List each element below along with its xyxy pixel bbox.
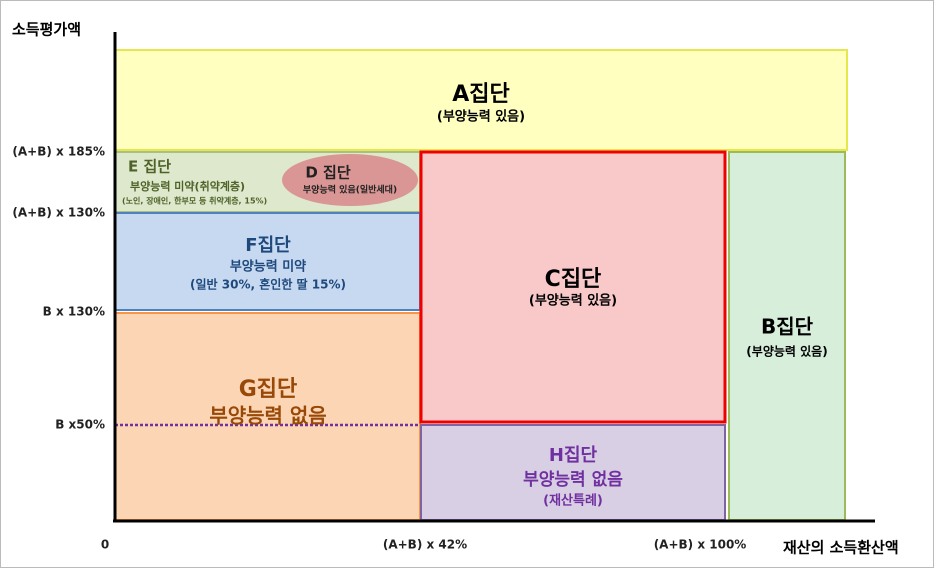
group-name: G집단 bbox=[239, 377, 298, 402]
box-h bbox=[420, 424, 726, 521]
y-label: (A+B) x 185% bbox=[12, 145, 105, 159]
x-label: (A+B) x 100% bbox=[654, 538, 747, 552]
group-desc: 부양능력 없음 bbox=[523, 470, 623, 490]
x-title: 재산의 소득환산액 bbox=[783, 539, 899, 557]
box-b bbox=[728, 151, 846, 521]
y-title: 소득평가액 bbox=[12, 21, 81, 39]
box-f bbox=[114, 212, 421, 311]
y-label: (A+B) x 130% bbox=[12, 206, 105, 220]
group-desc: (부양능력 있음) bbox=[437, 109, 525, 125]
group-note: (일반 30%, 혼인한 딸 15%) bbox=[190, 277, 346, 292]
group-note: (노인, 장애인, 한부모 등 취약계층, 15%) bbox=[122, 196, 267, 206]
group-name: C집단 bbox=[545, 267, 602, 292]
group-desc: 부양능력 미약 bbox=[230, 259, 306, 275]
origin: 0 bbox=[101, 538, 109, 552]
group-desc: (부양능력 있음) bbox=[529, 293, 617, 309]
group-name: H집단 bbox=[549, 445, 598, 466]
x-label: (A+B) x 42% bbox=[383, 538, 467, 552]
group-name: E 집단 bbox=[128, 158, 171, 176]
box-g bbox=[114, 312, 421, 521]
box-c bbox=[419, 150, 727, 424]
group-name: B집단 bbox=[761, 315, 814, 339]
group-desc: 부양능력 없음 bbox=[209, 404, 326, 428]
ellipse-d bbox=[282, 154, 418, 206]
group-note: (재산특례) bbox=[543, 493, 603, 509]
y-label: B x50% bbox=[55, 418, 105, 432]
group-name: F집단 bbox=[245, 235, 291, 256]
group-name: D 집단 bbox=[305, 164, 350, 182]
y-label: B x 130% bbox=[43, 305, 105, 319]
group-desc: (부양능력 있음) bbox=[746, 344, 827, 359]
box-a bbox=[114, 49, 848, 151]
group-name: A집단 bbox=[452, 82, 510, 107]
group-desc: 부양능력 있음(일반세대) bbox=[303, 184, 397, 196]
group-desc: 부양능력 미약(취약계층) bbox=[130, 179, 245, 193]
